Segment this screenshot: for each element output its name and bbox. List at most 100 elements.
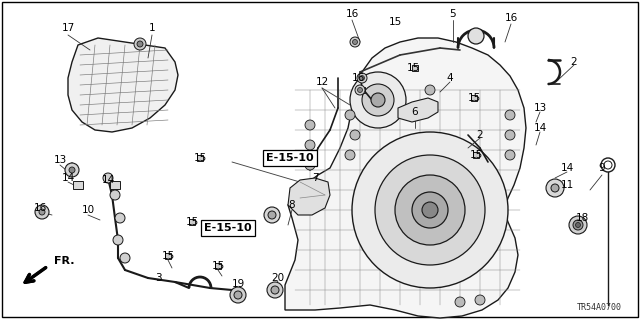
Circle shape <box>305 160 315 170</box>
Circle shape <box>264 207 280 223</box>
Circle shape <box>230 287 246 303</box>
Text: 14: 14 <box>533 123 547 133</box>
FancyBboxPatch shape <box>73 181 83 189</box>
FancyBboxPatch shape <box>359 87 365 93</box>
Circle shape <box>601 158 615 172</box>
Circle shape <box>352 132 508 288</box>
Text: 15: 15 <box>406 63 420 73</box>
Text: 16: 16 <box>346 9 358 19</box>
Text: 19: 19 <box>232 279 244 289</box>
Text: 8: 8 <box>289 200 295 210</box>
Text: 15: 15 <box>193 153 207 163</box>
Text: 7: 7 <box>312 173 318 183</box>
Circle shape <box>113 235 123 245</box>
Circle shape <box>425 85 435 95</box>
Text: 15: 15 <box>211 261 225 271</box>
Circle shape <box>505 130 515 140</box>
Circle shape <box>353 40 358 44</box>
Text: 15: 15 <box>186 217 198 227</box>
Circle shape <box>271 286 279 294</box>
Circle shape <box>305 120 315 130</box>
Text: TR54A0700: TR54A0700 <box>577 303 622 312</box>
Circle shape <box>412 192 448 228</box>
Circle shape <box>358 87 362 93</box>
Circle shape <box>120 253 130 263</box>
Text: 11: 11 <box>561 180 573 190</box>
Text: 14: 14 <box>61 173 75 183</box>
Circle shape <box>345 110 355 120</box>
Polygon shape <box>288 178 330 215</box>
FancyBboxPatch shape <box>165 253 171 259</box>
Circle shape <box>134 38 146 50</box>
Circle shape <box>268 211 276 219</box>
FancyBboxPatch shape <box>215 263 221 269</box>
Circle shape <box>234 291 242 299</box>
Text: 17: 17 <box>61 23 75 33</box>
Circle shape <box>475 295 485 305</box>
Text: 20: 20 <box>271 273 285 283</box>
Text: 10: 10 <box>81 205 95 215</box>
FancyBboxPatch shape <box>412 65 418 71</box>
Text: 13: 13 <box>533 103 547 113</box>
FancyBboxPatch shape <box>110 181 120 189</box>
Circle shape <box>371 93 385 107</box>
Text: 12: 12 <box>316 77 328 87</box>
Circle shape <box>65 163 79 177</box>
Circle shape <box>573 220 583 230</box>
Circle shape <box>505 150 515 160</box>
Text: 3: 3 <box>155 273 161 283</box>
Text: 5: 5 <box>450 9 456 19</box>
Text: 2: 2 <box>571 57 577 67</box>
FancyBboxPatch shape <box>471 95 477 101</box>
Circle shape <box>103 173 113 183</box>
Text: 6: 6 <box>412 107 419 117</box>
Polygon shape <box>398 98 438 122</box>
Circle shape <box>345 150 355 160</box>
Text: 13: 13 <box>53 155 67 165</box>
Polygon shape <box>285 38 526 318</box>
FancyBboxPatch shape <box>473 152 479 158</box>
Circle shape <box>546 179 564 197</box>
Circle shape <box>350 72 406 128</box>
Text: 15: 15 <box>388 17 402 27</box>
Circle shape <box>69 167 75 173</box>
Text: 16: 16 <box>504 13 518 23</box>
Circle shape <box>137 41 143 47</box>
Circle shape <box>357 73 367 83</box>
Circle shape <box>267 282 283 298</box>
Circle shape <box>35 205 49 219</box>
Text: 2: 2 <box>477 130 483 140</box>
Circle shape <box>305 140 315 150</box>
Circle shape <box>360 76 365 80</box>
Circle shape <box>350 130 360 140</box>
Circle shape <box>455 297 465 307</box>
Text: 9: 9 <box>598 163 605 173</box>
Text: 15: 15 <box>469 150 483 160</box>
Text: 15: 15 <box>161 251 175 261</box>
Circle shape <box>110 190 120 200</box>
Circle shape <box>551 184 559 192</box>
FancyBboxPatch shape <box>197 155 203 161</box>
Circle shape <box>575 222 580 227</box>
Text: E-15-10: E-15-10 <box>204 223 252 233</box>
Text: 15: 15 <box>467 93 481 103</box>
Text: 14: 14 <box>561 163 573 173</box>
Text: 16: 16 <box>351 73 365 83</box>
Circle shape <box>39 209 45 215</box>
Text: E-15-10: E-15-10 <box>266 153 314 163</box>
Text: FR.: FR. <box>54 256 74 266</box>
Text: 18: 18 <box>575 213 589 223</box>
Circle shape <box>604 161 612 169</box>
Text: 1: 1 <box>148 23 156 33</box>
Circle shape <box>422 202 438 218</box>
Circle shape <box>468 28 484 44</box>
Circle shape <box>115 213 125 223</box>
Text: 16: 16 <box>33 203 47 213</box>
Polygon shape <box>68 38 178 132</box>
Circle shape <box>505 110 515 120</box>
Text: 14: 14 <box>101 175 115 185</box>
Circle shape <box>375 155 485 265</box>
Circle shape <box>362 84 394 116</box>
Circle shape <box>350 37 360 47</box>
FancyBboxPatch shape <box>189 219 195 225</box>
